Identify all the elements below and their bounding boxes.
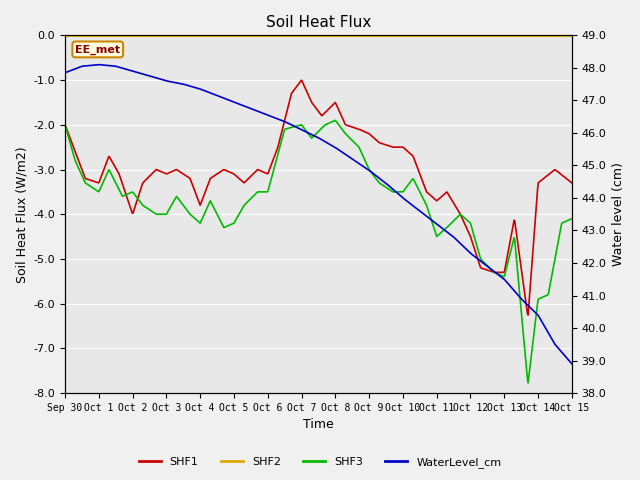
X-axis label: Time: Time (303, 419, 334, 432)
Y-axis label: Soil Heat Flux (W/m2): Soil Heat Flux (W/m2) (15, 146, 28, 283)
Title: Soil Heat Flux: Soil Heat Flux (266, 15, 371, 30)
Legend: SHF1, SHF2, SHF3, WaterLevel_cm: SHF1, SHF2, SHF3, WaterLevel_cm (134, 452, 506, 472)
Y-axis label: Water level (cm): Water level (cm) (612, 162, 625, 266)
Text: EE_met: EE_met (75, 44, 120, 55)
